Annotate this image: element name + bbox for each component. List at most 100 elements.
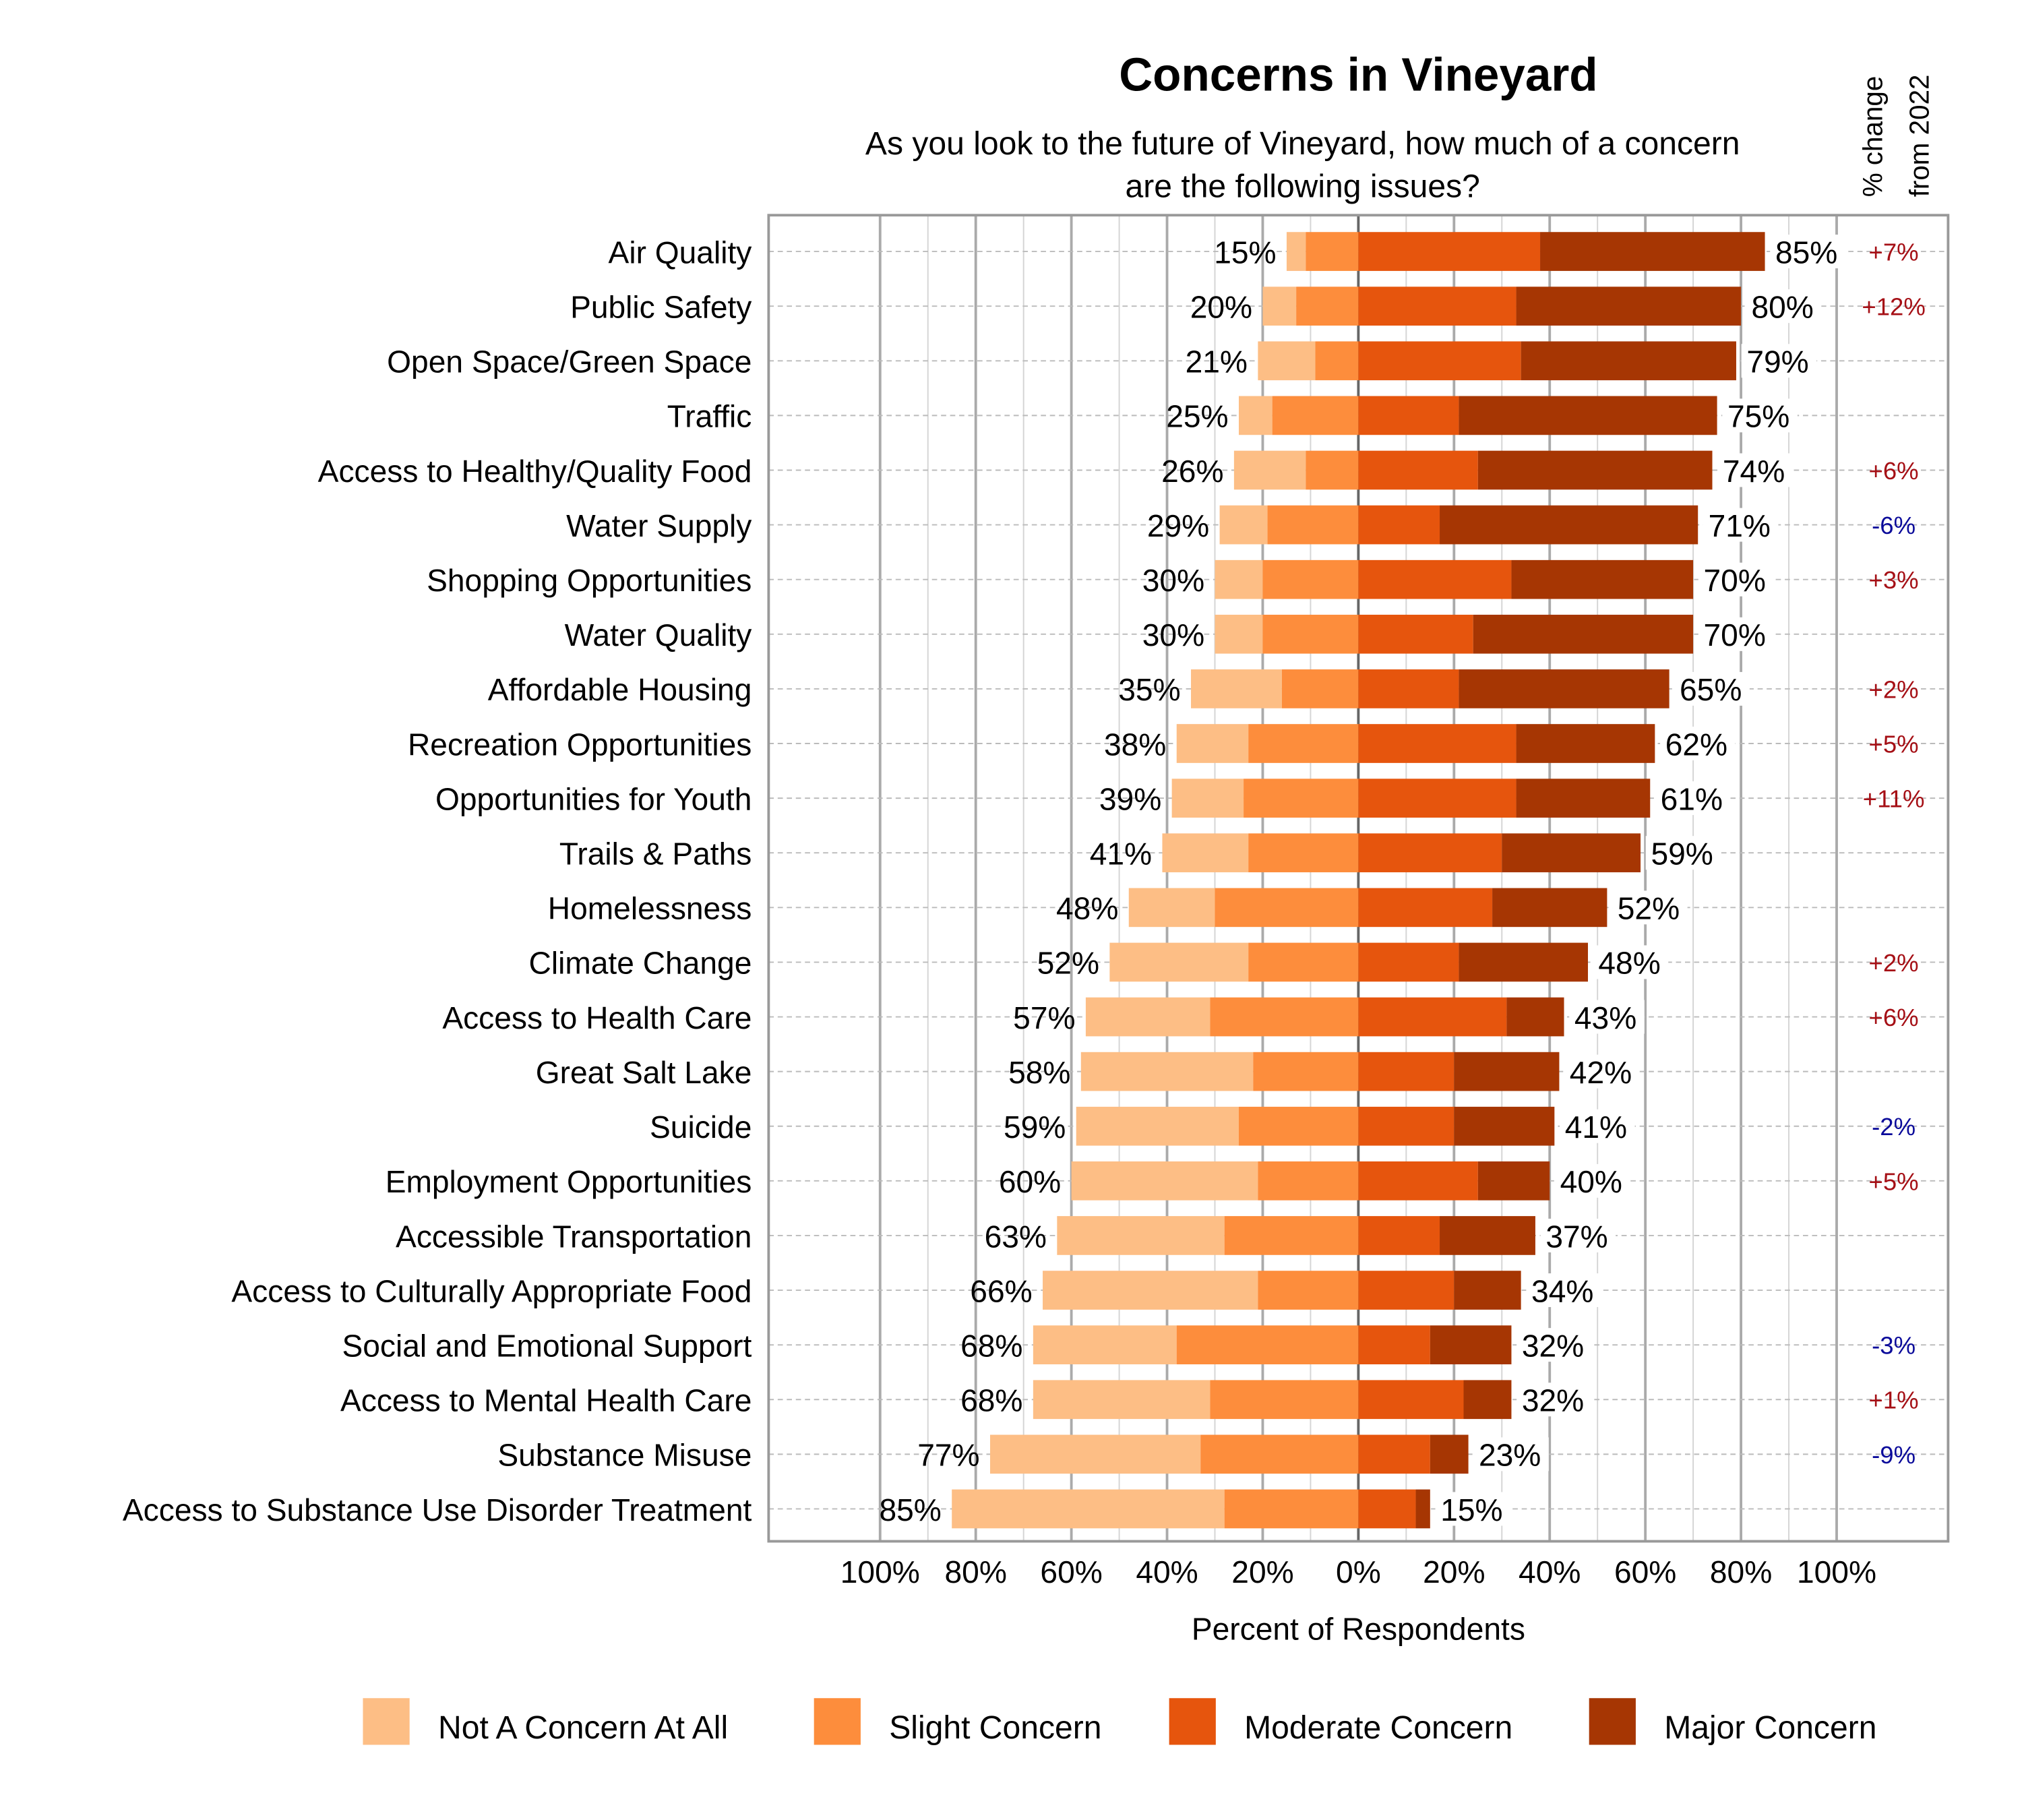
bar-major-concern: [1477, 450, 1713, 490]
bar-moderate-concern: [1358, 1325, 1430, 1364]
bar-major-concern: [1492, 888, 1607, 928]
positive-total-label: 80%: [1751, 289, 1813, 324]
label-background: [1655, 781, 1731, 816]
label-background: [1473, 1437, 1549, 1472]
negative-total-label: 35%: [1118, 672, 1180, 707]
bar-major-concern: [1540, 232, 1765, 271]
label-background: [1569, 1000, 1645, 1034]
change-from-2022-label: +11%: [1863, 785, 1925, 813]
label-background: [1435, 1492, 1511, 1526]
bar-slight-concern: [1262, 614, 1359, 654]
negative-total-label: 68%: [960, 1383, 1022, 1418]
change-from-2022-label: +1%: [1869, 1387, 1919, 1414]
category-label: Opportunities for Youth: [435, 781, 752, 816]
category-label: Accessible Transportation: [396, 1219, 752, 1254]
category-label: Homelessness: [548, 891, 752, 926]
label-background: [1698, 617, 1774, 651]
label-background: [1554, 1163, 1630, 1198]
bar-not-a-concern-at-all: [1033, 1380, 1211, 1420]
negative-total-label: 30%: [1142, 563, 1204, 598]
negative-total-label: 63%: [985, 1219, 1047, 1254]
positive-total-label: 52%: [1618, 891, 1680, 926]
negative-total-label: 48%: [1056, 891, 1118, 926]
positive-total-label: 23%: [1479, 1438, 1541, 1473]
bar-major-concern: [1454, 1106, 1555, 1146]
bar-slight-concern: [1238, 1106, 1359, 1146]
positive-total-label: 40%: [1560, 1164, 1622, 1199]
positive-total-label: 43%: [1574, 1000, 1636, 1035]
x-tick-label: 80%: [945, 1554, 1007, 1589]
bar-not-a-concern-at-all: [1191, 669, 1282, 708]
bar-major-concern: [1516, 286, 1742, 326]
bar-not-a-concern-at-all: [1109, 942, 1249, 982]
bar-major-concern: [1454, 1052, 1560, 1091]
label-background: [1674, 671, 1750, 706]
bar-slight-concern: [1272, 396, 1359, 435]
negative-total-label: 68%: [960, 1328, 1022, 1363]
legend-label: Major Concern: [1664, 1709, 1876, 1746]
bar-not-a-concern-at-all: [1033, 1325, 1177, 1364]
category-label: Climate Change: [529, 946, 752, 981]
bar-moderate-concern: [1358, 942, 1459, 982]
bar-major-concern: [1477, 1161, 1550, 1201]
bar-moderate-concern: [1358, 1106, 1454, 1146]
bar-slight-concern: [1306, 232, 1359, 271]
positive-total-label: 48%: [1598, 946, 1660, 981]
positive-total-label: 65%: [1680, 672, 1742, 707]
x-tick-label: 20%: [1231, 1554, 1293, 1589]
bar-slight-concern: [1258, 1161, 1359, 1201]
bar-not-a-concern-at-all: [1076, 1106, 1239, 1146]
positive-total-label: 59%: [1651, 837, 1713, 872]
negative-total-label: 66%: [970, 1273, 1032, 1308]
positive-total-label: 37%: [1545, 1219, 1607, 1254]
label-background: [1703, 508, 1779, 542]
positive-total-label: 85%: [1775, 235, 1837, 270]
bar-slight-concern: [1200, 1434, 1359, 1474]
bar-slight-concern: [1248, 724, 1359, 763]
negative-total-label: 29%: [1147, 508, 1209, 543]
negative-total-label: 30%: [1142, 617, 1204, 653]
negative-total-label: 57%: [1013, 1000, 1075, 1035]
bar-moderate-concern: [1358, 888, 1493, 928]
change-header-line-2: from 2022: [1904, 75, 1935, 198]
bar-major-concern: [1506, 997, 1564, 1037]
bar-slight-concern: [1306, 450, 1359, 490]
bar-slight-concern: [1224, 1489, 1359, 1529]
bar-moderate-concern: [1358, 505, 1440, 545]
negative-total-label: 41%: [1090, 837, 1152, 872]
x-tick-label: 60%: [1040, 1554, 1102, 1589]
negative-total-label: 39%: [1099, 781, 1161, 816]
bar-moderate-concern: [1358, 669, 1459, 708]
label-background: [1660, 727, 1736, 761]
negative-total-label: 38%: [1104, 727, 1166, 762]
chart-title: Concerns in Vineyard: [1119, 49, 1597, 101]
bar-not-a-concern-at-all: [1171, 779, 1244, 818]
bar-slight-concern: [1281, 669, 1359, 708]
change-from-2022-label: -6%: [1872, 512, 1916, 539]
bar-major-concern: [1463, 1380, 1512, 1420]
category-label: Open Space/Green Space: [387, 344, 752, 380]
negative-total-label: 77%: [917, 1438, 979, 1473]
category-label: Water Supply: [566, 508, 752, 543]
bar-not-a-concern-at-all: [1238, 396, 1273, 435]
bar-major-concern: [1459, 396, 1717, 435]
category-label: Recreation Opportunities: [408, 727, 752, 762]
category-label: Access to Healthy/Quality Food: [318, 454, 752, 489]
bar-slight-concern: [1258, 1271, 1359, 1310]
bar-moderate-concern: [1358, 1489, 1416, 1529]
label-background: [1746, 289, 1822, 324]
bar-slight-concern: [1215, 888, 1359, 928]
bar-moderate-concern: [1358, 1052, 1454, 1091]
label-background: [1560, 1109, 1635, 1143]
x-tick-label: 0%: [1336, 1554, 1381, 1589]
bar-moderate-concern: [1358, 1434, 1430, 1474]
category-label: Great Salt Lake: [536, 1055, 752, 1090]
bar-major-concern: [1516, 724, 1655, 763]
change-from-2022-label: -9%: [1872, 1441, 1916, 1469]
bar-not-a-concern-at-all: [1176, 724, 1249, 763]
positive-total-label: 34%: [1531, 1273, 1593, 1308]
chart-subtitle-line-2: are the following issues?: [1126, 168, 1480, 204]
category-label: Suicide: [650, 1110, 752, 1145]
change-from-2022-label: +12%: [1862, 293, 1925, 321]
legend-swatch: [1589, 1698, 1636, 1745]
